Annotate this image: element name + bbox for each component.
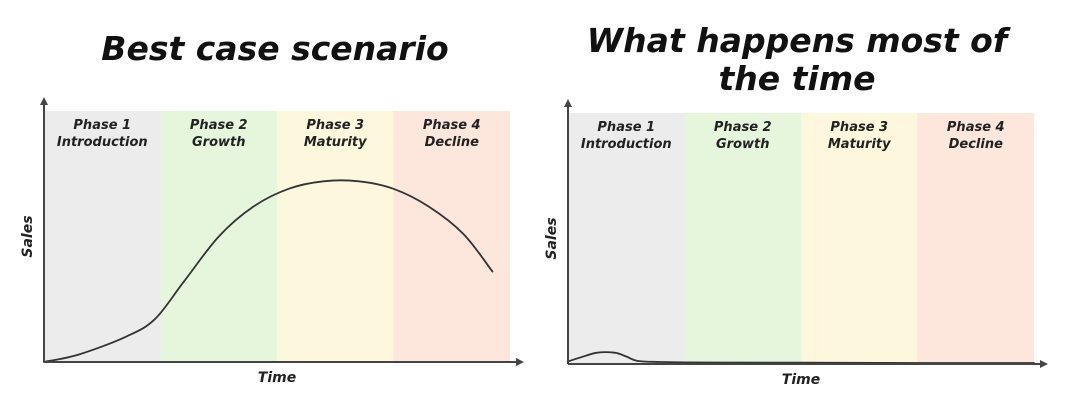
phase-band-1: Phase 1 Introduction (44, 111, 161, 362)
x-axis-arrow (516, 358, 524, 366)
phase-band-rect (393, 111, 510, 362)
phase-label-name: Introduction (581, 137, 672, 152)
phase-label-name: Maturity (304, 135, 367, 150)
chart-title: Best case scenario (101, 29, 449, 68)
phase-band-2: Phase 2 Growth (160, 111, 277, 362)
phase-label-name: Decline (949, 137, 1003, 152)
y-axis-label: Sales (20, 215, 36, 257)
phase-label-number: Phase 4 (423, 118, 481, 133)
x-axis-label: Time (258, 370, 296, 386)
sales-curve-1 (567, 351, 1035, 364)
phase-label-number: Phase 3 (830, 120, 888, 135)
phase-label-name: Introduction (57, 135, 148, 150)
chart-title: What happens most of the time (586, 21, 1008, 98)
y-axis-arrow (564, 99, 572, 107)
phase-label-number: Phase 3 (306, 118, 364, 133)
phase-band-rect (917, 113, 1034, 364)
phase-band-rect (277, 111, 394, 362)
phase-band-4: Phase 4 Decline (393, 111, 510, 362)
phase-band-4: Phase 4 Decline (917, 113, 1034, 364)
phase-band-3: Phase 3 Maturity (277, 111, 394, 362)
phase-label-name: Decline (425, 135, 479, 150)
phase-band-rect (684, 113, 801, 364)
phase-label-number: Phase 1 (597, 120, 655, 135)
x-axis-arrow (1040, 360, 1048, 368)
phase-band-rect (44, 111, 161, 362)
phase-label-number: Phase 2 (714, 120, 772, 135)
phase-label-name: Growth (716, 137, 770, 152)
phase-label-name: Maturity (828, 137, 891, 152)
phase-band-rect (568, 113, 685, 364)
phase-band-rect (801, 113, 918, 364)
phase-label-number: Phase 4 (947, 120, 1005, 135)
chart-panel-most-of-time: What happens most of the time Phase 1 Int… (532, 0, 1065, 411)
chart-best-case: Phase 1 Introduction Phase 2 Growth Phase 3 M… (20, 97, 524, 386)
phase-label-number: Phase 1 (73, 118, 131, 133)
phase-band-2: Phase 2 Growth (684, 113, 801, 364)
phase-label-number: Phase 2 (190, 118, 248, 133)
phase-band-3: Phase 3 Maturity (801, 113, 918, 364)
y-axis-label: Sales (544, 217, 560, 259)
chart-most-of-time: Phase 1 Introduction Phase 2 Growth Phase 3 M… (544, 99, 1048, 388)
x-axis-label: Time (782, 372, 820, 388)
sales-curve-1 (43, 179, 494, 363)
chart-panel-best-case: Best case scenario Phase 1 Introduction Ph… (0, 0, 532, 411)
y-axis-arrow (40, 97, 48, 105)
phase-label-name: Growth (192, 135, 246, 150)
phase-band-1: Phase 1 Introduction (568, 113, 685, 364)
